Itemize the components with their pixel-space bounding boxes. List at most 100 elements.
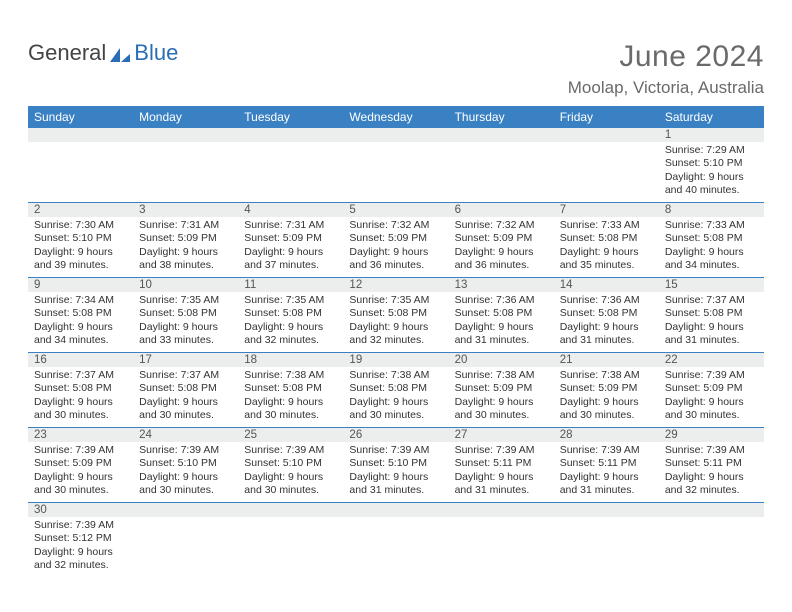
- logo-text-general: General: [28, 40, 106, 66]
- sunset: Sunset: 5:08 PM: [34, 307, 127, 320]
- dayname-wednesday: Wednesday: [343, 106, 448, 128]
- sunrise: Sunrise: 7:37 AM: [665, 294, 758, 307]
- title-block: June 2024 Moolap, Victoria, Australia: [568, 40, 764, 98]
- daylight-line2: and 31 minutes.: [455, 484, 548, 497]
- daylight-line1: Daylight: 9 hours: [665, 171, 758, 184]
- daylight-line1: Daylight: 9 hours: [665, 396, 758, 409]
- day-number: 11: [238, 278, 343, 292]
- daylight-line1: Daylight: 9 hours: [244, 471, 337, 484]
- sunrise: Sunrise: 7:34 AM: [34, 294, 127, 307]
- day-cell: Sunrise: 7:38 AMSunset: 5:09 PMDaylight:…: [449, 367, 554, 427]
- sunrise: Sunrise: 7:36 AM: [455, 294, 548, 307]
- day-number: 25: [238, 428, 343, 442]
- sunrise: Sunrise: 7:32 AM: [349, 219, 442, 232]
- daylight-line1: Daylight: 9 hours: [560, 246, 653, 259]
- empty-cell: [449, 142, 554, 202]
- day-cell: Sunrise: 7:38 AMSunset: 5:09 PMDaylight:…: [554, 367, 659, 427]
- day-cell: Sunrise: 7:37 AMSunset: 5:08 PMDaylight:…: [659, 292, 764, 352]
- day-number: [28, 128, 133, 142]
- sunset: Sunset: 5:09 PM: [139, 232, 232, 245]
- day-cell: Sunrise: 7:31 AMSunset: 5:09 PMDaylight:…: [238, 217, 343, 277]
- sunrise: Sunrise: 7:31 AM: [139, 219, 232, 232]
- daynum-row: 30: [28, 503, 764, 517]
- day-number: [238, 503, 343, 517]
- sunrise: Sunrise: 7:39 AM: [560, 444, 653, 457]
- empty-cell: [133, 517, 238, 577]
- dayname-tuesday: Tuesday: [238, 106, 343, 128]
- day-cell: Sunrise: 7:39 AMSunset: 5:10 PMDaylight:…: [133, 442, 238, 502]
- calendar-grid: Sunday Monday Tuesday Wednesday Thursday…: [28, 106, 764, 577]
- sunset: Sunset: 5:11 PM: [455, 457, 548, 470]
- sunrise: Sunrise: 7:30 AM: [34, 219, 127, 232]
- sunrise: Sunrise: 7:39 AM: [139, 444, 232, 457]
- sunset: Sunset: 5:08 PM: [349, 307, 442, 320]
- sunset: Sunset: 5:10 PM: [34, 232, 127, 245]
- sunset: Sunset: 5:08 PM: [665, 232, 758, 245]
- day-cell: Sunrise: 7:34 AMSunset: 5:08 PMDaylight:…: [28, 292, 133, 352]
- daylight-line2: and 30 minutes.: [455, 409, 548, 422]
- day-cell: Sunrise: 7:39 AMSunset: 5:10 PMDaylight:…: [343, 442, 448, 502]
- header: General Blue June 2024 Moolap, Victoria,…: [28, 40, 764, 98]
- daylight-line2: and 30 minutes.: [244, 409, 337, 422]
- sunrise: Sunrise: 7:36 AM: [560, 294, 653, 307]
- daylight-line2: and 37 minutes.: [244, 259, 337, 272]
- sunset: Sunset: 5:08 PM: [139, 307, 232, 320]
- daylight-line1: Daylight: 9 hours: [560, 321, 653, 334]
- sunset: Sunset: 5:08 PM: [244, 307, 337, 320]
- daylight-line1: Daylight: 9 hours: [34, 396, 127, 409]
- empty-cell: [554, 142, 659, 202]
- day-cell: Sunrise: 7:35 AMSunset: 5:08 PMDaylight:…: [133, 292, 238, 352]
- day-cell: Sunrise: 7:36 AMSunset: 5:08 PMDaylight:…: [449, 292, 554, 352]
- day-cell: Sunrise: 7:39 AMSunset: 5:11 PMDaylight:…: [554, 442, 659, 502]
- day-number: 24: [133, 428, 238, 442]
- daynum-row: 2345678: [28, 203, 764, 217]
- sunset: Sunset: 5:09 PM: [560, 382, 653, 395]
- day-number: [343, 128, 448, 142]
- sunset: Sunset: 5:10 PM: [139, 457, 232, 470]
- week-row: Sunrise: 7:37 AMSunset: 5:08 PMDaylight:…: [28, 367, 764, 428]
- sunset: Sunset: 5:10 PM: [349, 457, 442, 470]
- day-cell: Sunrise: 7:35 AMSunset: 5:08 PMDaylight:…: [343, 292, 448, 352]
- daylight-line2: and 38 minutes.: [139, 259, 232, 272]
- week-row: Sunrise: 7:30 AMSunset: 5:10 PM Daylight:…: [28, 217, 764, 278]
- dayname-saturday: Saturday: [659, 106, 764, 128]
- daylight-line1: Daylight: 9 hours: [455, 471, 548, 484]
- day-number: 9: [28, 278, 133, 292]
- daylight-line2: and 31 minutes.: [665, 334, 758, 347]
- daylight-line2: and 31 minutes.: [560, 334, 653, 347]
- daylight-line2: and 30 minutes.: [34, 484, 127, 497]
- daynum-row: 23242526272829: [28, 428, 764, 442]
- sunset: Sunset: 5:08 PM: [665, 307, 758, 320]
- daylight-line1: Daylight: 9 hours: [139, 471, 232, 484]
- daylight-line2: and 30 minutes.: [349, 409, 442, 422]
- day-number: 29: [659, 428, 764, 442]
- day-number: 10: [133, 278, 238, 292]
- day-number: 1: [659, 128, 764, 142]
- daylight-line1: Daylight: 9 hours: [139, 321, 232, 334]
- dayname-row: Sunday Monday Tuesday Wednesday Thursday…: [28, 106, 764, 128]
- day-cell: Sunrise: 7:30 AMSunset: 5:10 PMDaylight:…: [28, 217, 133, 277]
- sunset: Sunset: 5:10 PM: [244, 457, 337, 470]
- sunrise: Sunrise: 7:32 AM: [455, 219, 548, 232]
- day-cell: Sunrise: 7:33 AMSunset: 5:08 PMDaylight:…: [659, 217, 764, 277]
- empty-cell: [238, 517, 343, 577]
- daylight-line2: and 39 minutes.: [34, 259, 127, 272]
- daylight-line1: Daylight: 9 hours: [665, 471, 758, 484]
- sunset: Sunset: 5:08 PM: [560, 307, 653, 320]
- sunset: Sunset: 5:09 PM: [455, 232, 548, 245]
- sunrise: Sunrise: 7:33 AM: [560, 219, 653, 232]
- daylight-line1: Daylight: 9 hours: [34, 471, 127, 484]
- sunset: Sunset: 5:08 PM: [455, 307, 548, 320]
- day-number: 13: [449, 278, 554, 292]
- daylight-line1: Daylight: 9 hours: [455, 321, 548, 334]
- sunrise: Sunrise: 7:29 AM: [665, 144, 758, 157]
- daylight-line1: Daylight: 9 hours: [244, 396, 337, 409]
- sunset: Sunset: 5:09 PM: [34, 457, 127, 470]
- day-number: 27: [449, 428, 554, 442]
- day-cell: Sunrise: 7:33 AMSunset: 5:08 PMDaylight:…: [554, 217, 659, 277]
- week-row: Sunrise: 7:39 AMSunset: 5:12 PMDaylight:…: [28, 517, 764, 577]
- empty-cell: [28, 142, 133, 202]
- sunrise: Sunrise: 7:35 AM: [349, 294, 442, 307]
- week-row: Sunrise: 7:39 AMSunset: 5:09 PMDaylight:…: [28, 442, 764, 503]
- day-number: 5: [343, 203, 448, 217]
